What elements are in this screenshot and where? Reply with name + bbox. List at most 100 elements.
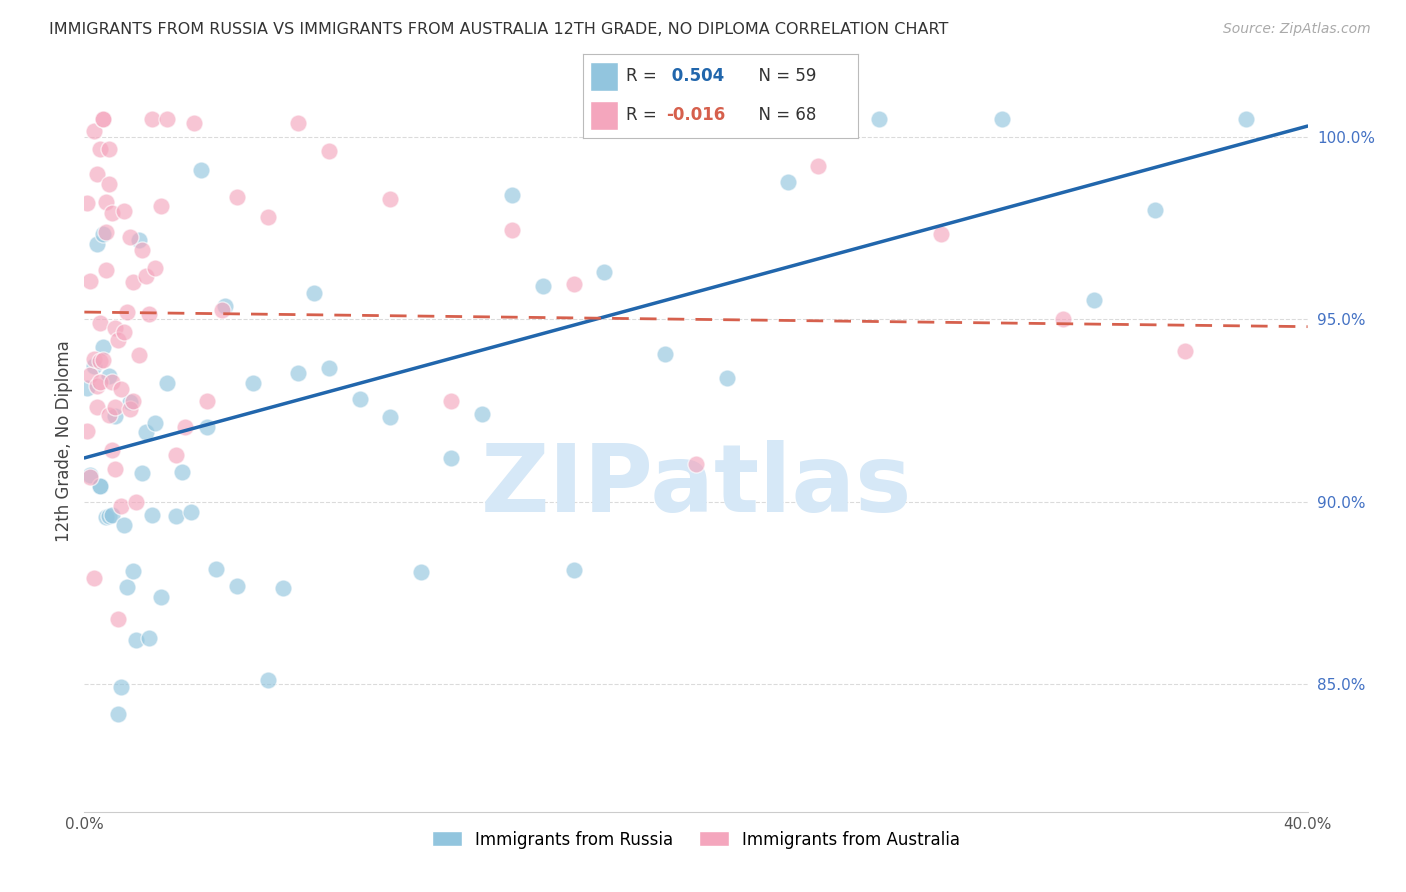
Point [89,316,111,330]
Point [440,394,463,409]
Point [89,479,111,493]
Point [128,349,150,363]
Y-axis label: 12th Grade, No Diploma: 12th Grade, No Diploma [55,341,73,542]
Point [593,265,616,279]
Point [91,112,114,126]
Point [79,274,101,288]
Text: R =: R = [626,68,662,86]
Point [94,263,117,277]
Point [211,303,233,318]
Point [318,360,340,375]
Point [112,518,135,533]
Point [120,401,142,416]
Point [1083,293,1105,308]
Point [112,325,135,339]
Point [79,470,101,484]
Point [195,393,218,408]
Point [502,223,524,237]
Point [138,631,160,645]
Point [79,368,101,383]
Point [83,571,105,585]
Point [1143,203,1166,218]
Point [110,500,132,514]
FancyBboxPatch shape [591,101,617,130]
Point [110,680,132,694]
Point [83,124,105,138]
Point [91,112,114,126]
Point [83,359,105,373]
Point [685,458,707,472]
Text: Source: ZipAtlas.com: Source: ZipAtlas.com [1223,22,1371,37]
Point [302,286,325,301]
Point [287,366,309,380]
Text: R =: R = [626,106,662,124]
Legend: Immigrants from Russia, Immigrants from Australia: Immigrants from Russia, Immigrants from … [426,824,966,855]
Point [172,465,194,479]
Point [149,590,172,604]
Point [104,409,127,424]
Point [195,419,218,434]
Point [318,145,340,159]
Point [143,417,166,431]
Point [104,462,127,476]
Point [89,479,111,493]
Point [101,375,124,389]
Point [76,381,98,395]
Point [869,112,891,126]
Point [242,376,264,391]
Point [440,451,463,466]
Point [257,673,280,687]
Text: ZIPatlas: ZIPatlas [481,440,911,532]
Point [174,420,197,434]
Point [86,167,108,181]
Text: IMMIGRANTS FROM RUSSIA VS IMMIGRANTS FROM AUSTRALIA 12TH GRADE, NO DIPLOMA CORRE: IMMIGRANTS FROM RUSSIA VS IMMIGRANTS FRO… [49,22,949,37]
Point [143,260,166,275]
Point [101,206,124,220]
Point [101,508,124,522]
Point [86,236,108,251]
Point [807,159,830,173]
Point [128,233,150,247]
Point [97,369,120,384]
Point [1174,343,1197,358]
Point [97,142,120,156]
Point [226,579,249,593]
Point [287,115,309,129]
Point [716,370,738,384]
Point [107,706,129,721]
Point [86,400,108,414]
Point [156,112,179,126]
Point [349,392,371,407]
Point [138,307,160,321]
Point [776,175,799,189]
Point [125,632,148,647]
Point [125,494,148,508]
Point [135,268,157,283]
Point [257,210,280,224]
Point [89,354,111,368]
Point [76,196,98,211]
Point [654,346,676,360]
Point [562,562,585,576]
Point [97,177,120,191]
Point [89,375,111,389]
Point [929,227,952,241]
Point [409,565,432,579]
Point [471,407,494,421]
Point [149,199,172,213]
Point [91,227,114,241]
Point [107,612,129,626]
Point [180,505,202,519]
Point [83,352,105,367]
Point [183,115,205,129]
Point [120,395,142,409]
Point [1236,112,1258,126]
Point [97,408,120,422]
Point [120,230,142,244]
Text: 0.504: 0.504 [666,68,724,86]
Point [380,192,402,206]
Point [110,382,132,396]
Point [991,112,1014,126]
FancyBboxPatch shape [591,62,617,91]
Point [156,376,179,391]
